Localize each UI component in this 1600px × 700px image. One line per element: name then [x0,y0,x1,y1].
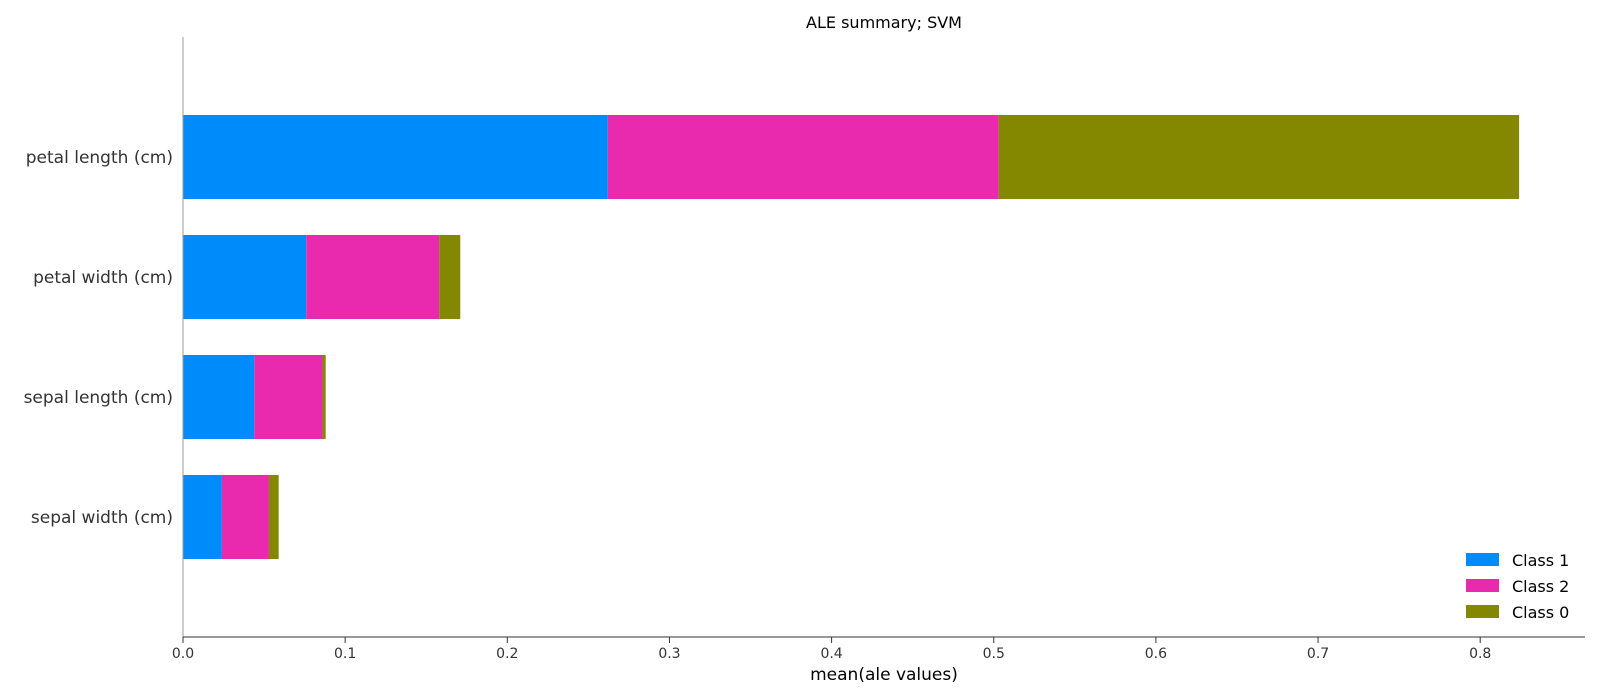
bar-class-2-petal-width [306,235,440,319]
bar-class-0-petal-width [439,235,461,319]
bar-class-0-petal-length [998,115,1520,199]
category-label: sepal length (cm) [24,388,173,408]
legend-swatch-class-0 [1466,605,1499,618]
category-label: sepal width (cm) [31,508,173,528]
bar-class-0-sepal-width [268,475,279,559]
category-labels: petal length (cm) petal width (cm) sepal l… [24,148,173,528]
x-tick-label: 0.5 [983,646,1005,662]
x-tick-label: 0.2 [496,646,518,662]
legend-label: Class 2 [1512,577,1569,596]
legend-label: Class 0 [1512,603,1569,622]
x-axis-title: mean(ale values) [810,665,958,685]
bar-class-2-sepal-length [254,355,323,439]
bar-class-2-sepal-width [221,475,269,559]
x-tick-label: 0.4 [820,646,842,662]
category-label: petal length (cm) [26,148,173,168]
x-tick-label: 0.8 [1469,646,1491,662]
x-tick-label: 0.6 [1145,646,1167,662]
chart-title: ALE summary; SVM [806,13,962,32]
legend: Class 1 Class 2 Class 0 [1466,551,1569,622]
bars-group [183,115,1520,559]
x-tick-label: 0.3 [658,646,680,662]
x-ticks: 0.0 0.1 0.2 0.3 0.4 0.5 0.6 0.7 0.8 [172,637,1491,662]
bar-class-1-sepal-length [183,355,255,439]
bar-class-1-petal-width [183,235,307,319]
x-tick-label: 0.1 [334,646,356,662]
legend-swatch-class-1 [1466,553,1499,566]
legend-label: Class 1 [1512,551,1569,570]
category-label: petal width (cm) [33,268,173,288]
bar-class-1-sepal-width [183,475,222,559]
x-tick-label: 0.0 [172,646,194,662]
bar-class-1-petal-length [183,115,608,199]
bar-class-2-petal-length [607,115,999,199]
bar-class-0-sepal-length [322,355,326,439]
x-tick-label: 0.7 [1307,646,1329,662]
legend-swatch-class-2 [1466,579,1499,592]
